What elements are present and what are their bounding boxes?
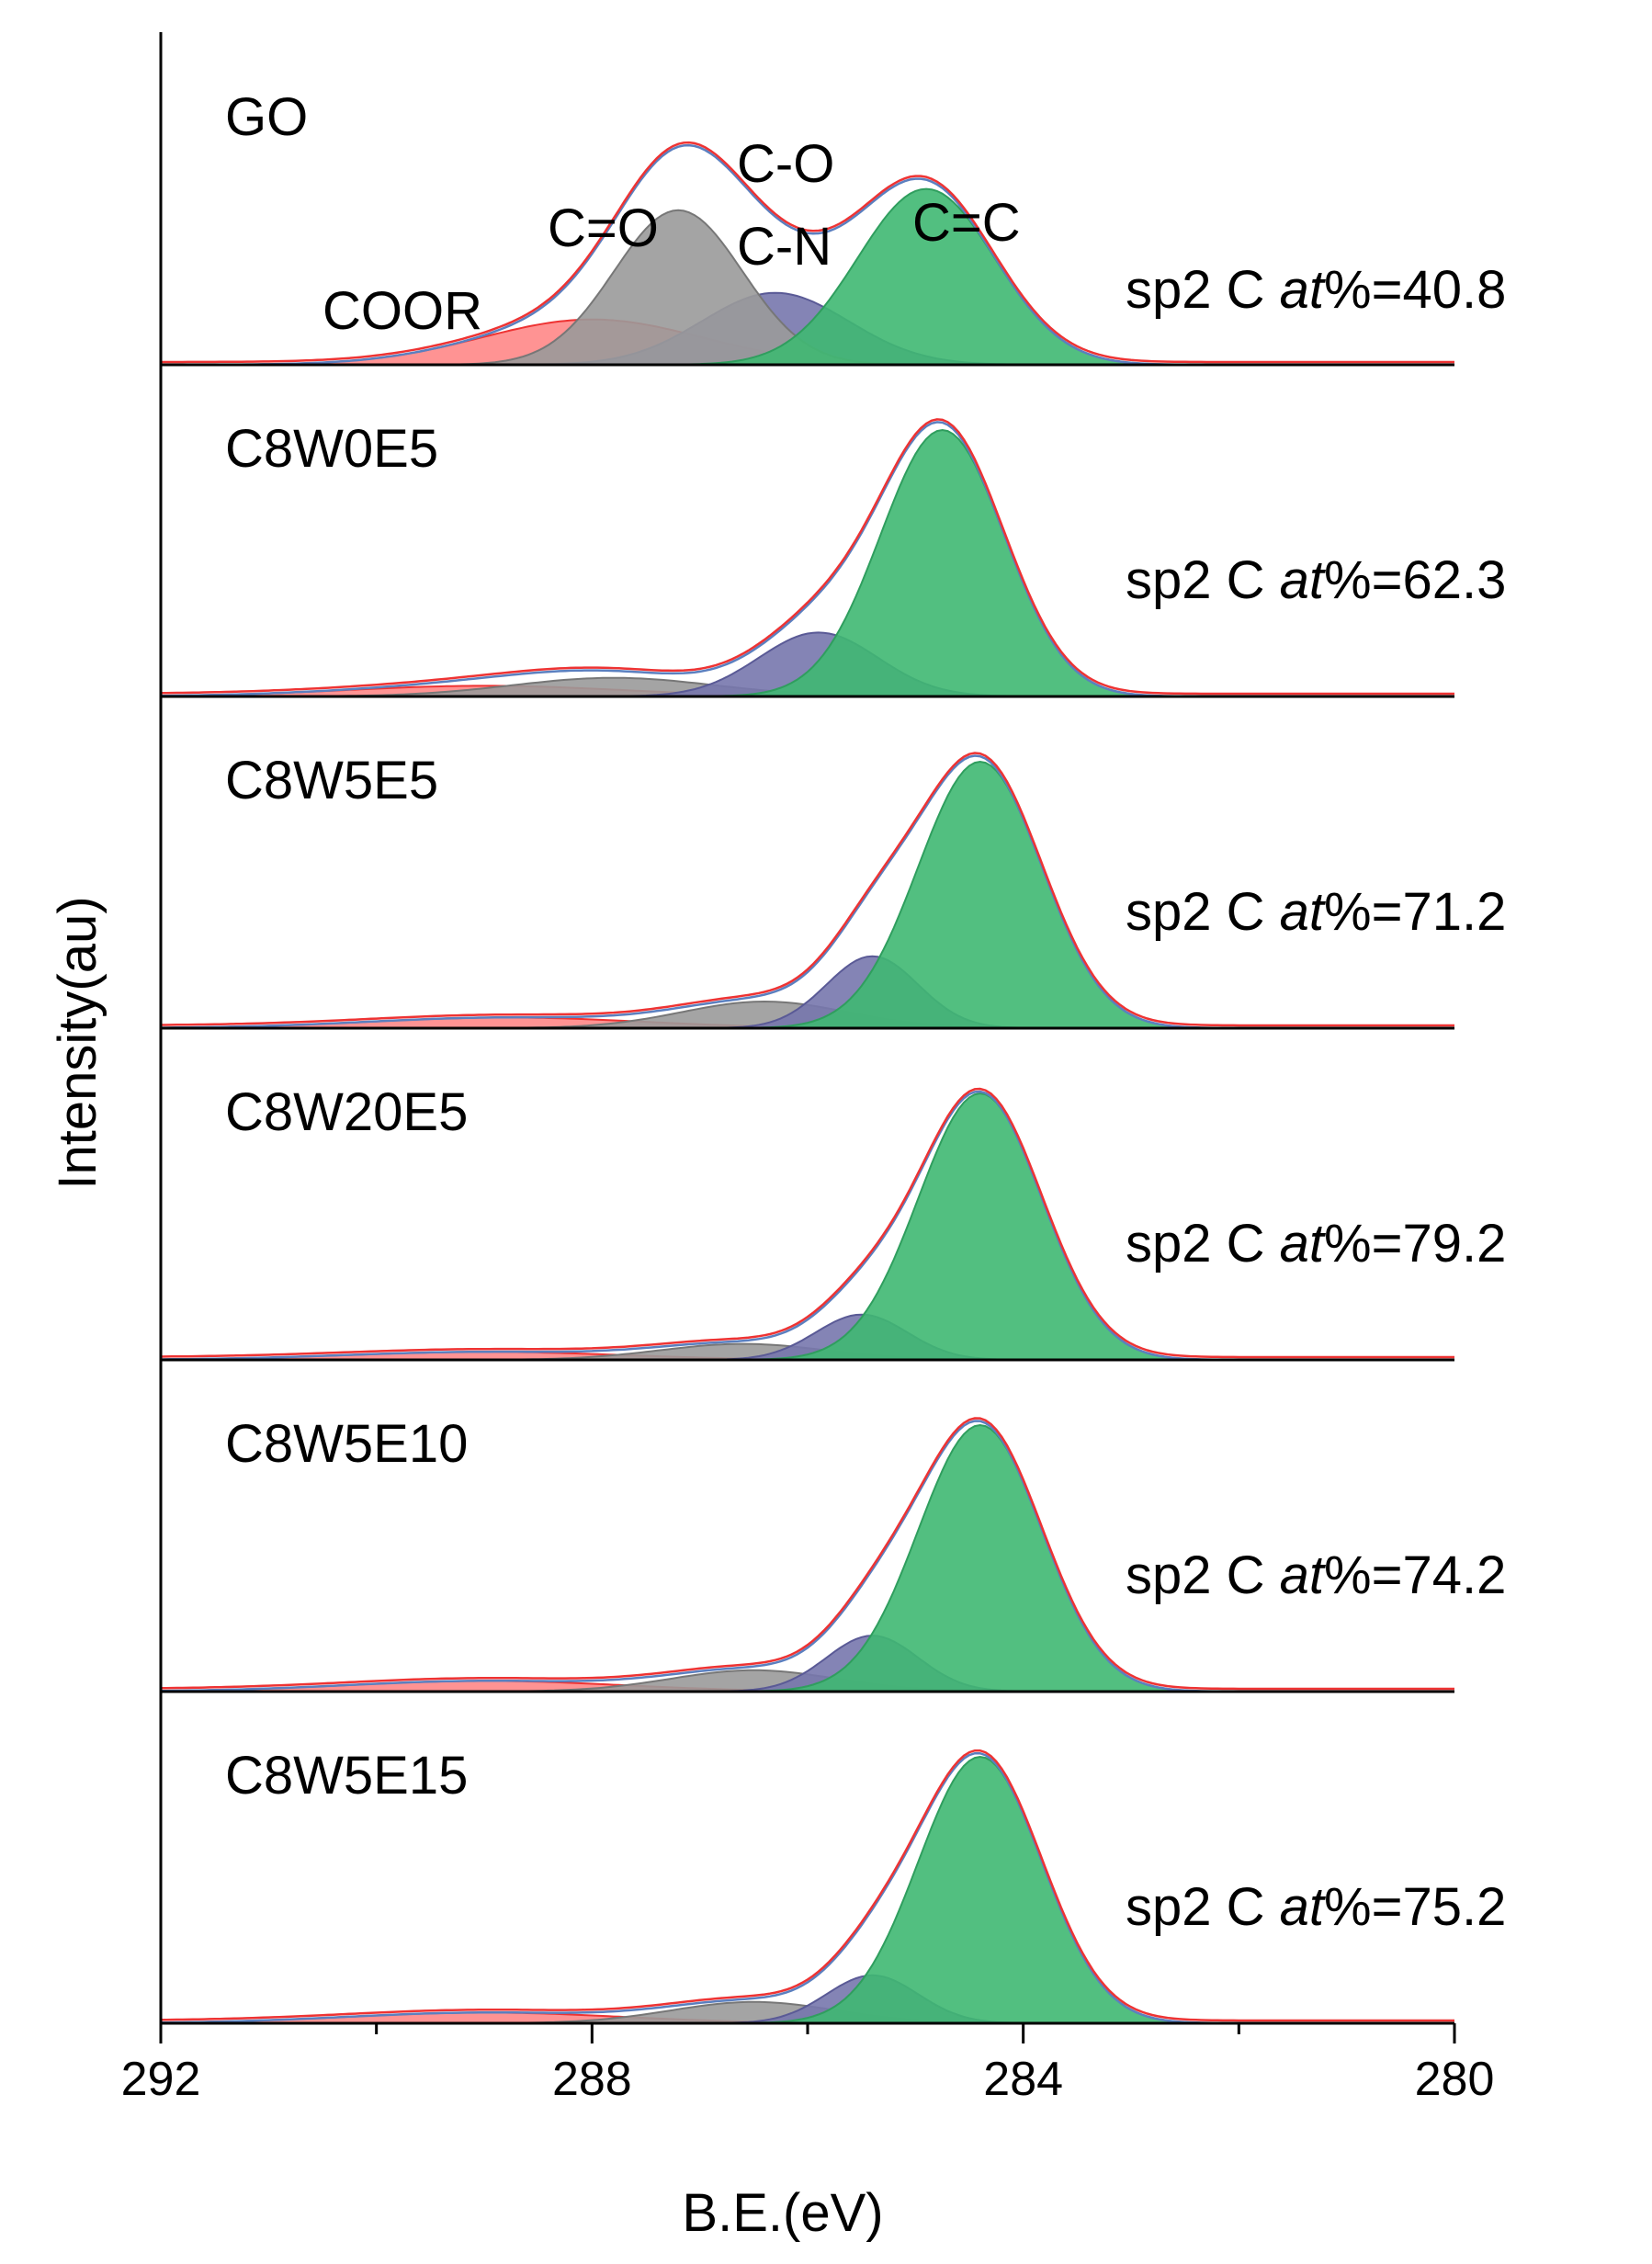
sp2-value: %=71.2	[1324, 882, 1506, 942]
sp2-annotation: sp2 C at%=75.2	[1126, 1877, 1506, 1937]
x-tick-label: 288	[552, 2053, 632, 2106]
sample-name: C8W20E5	[225, 1082, 468, 1142]
envelope-c8w5e5	[161, 752, 1454, 1027]
sp2-value: %=40.8	[1324, 260, 1506, 320]
panel-c8w5e15: C8W5E15 sp2 C at%=75.2	[160, 1746, 1506, 2025]
peak-label-c-double-o: C=O	[548, 198, 659, 258]
panel-go: GO sp2 C at%=40.8	[161, 87, 1506, 367]
panel-c8w5e5: C8W5E5 sp2 C at%=71.2	[160, 751, 1506, 1030]
axes: 292 288 284 280	[121, 32, 1495, 2106]
envelope-c8w0e5	[160, 418, 1454, 696]
panel-c8w5e10: C8W5E10 sp2 C at%=74.2	[160, 1414, 1506, 1693]
sp2-annotation: sp2 C at%=71.2	[1126, 882, 1506, 942]
envelope-go	[161, 141, 1454, 364]
sp2-annotation: sp2 C at%=79.2	[1126, 1214, 1506, 1274]
y-axis-title: Intensity(au)	[48, 896, 107, 1189]
peak-labels: COOR C=O C-O C-N C=C	[322, 134, 1021, 341]
sp2-value: %=62.3	[1324, 550, 1506, 610]
x-tick-label: 292	[121, 2053, 201, 2106]
sp2-italic: at	[1280, 1214, 1327, 1274]
sp2-value: %=75.2	[1324, 1877, 1506, 1937]
sp2-prefix: sp2 C	[1126, 1877, 1280, 1937]
x-axis-title: B.E.(eV)	[682, 2183, 883, 2243]
sp2-value: %=74.2	[1324, 1545, 1506, 1605]
sp2-prefix: sp2 C	[1126, 1545, 1280, 1605]
sp2-annotation: sp2 C at%=74.2	[1126, 1545, 1506, 1605]
sp2-prefix: sp2 C	[1126, 550, 1280, 610]
sp2-italic: at	[1280, 1877, 1327, 1937]
sp2-prefix: sp2 C	[1126, 882, 1280, 942]
sp2-annotation: sp2 C at%=40.8	[1126, 260, 1506, 320]
panel-c8w20e5: C8W20E5 sp2 C at%=79.2	[160, 1082, 1506, 1362]
peak-label-coor: COOR	[322, 281, 482, 341]
sp2-prefix: sp2 C	[1126, 1214, 1280, 1274]
envelope-c8w20e5	[160, 1087, 1454, 1359]
sp2-italic: at	[1280, 260, 1327, 320]
sp2-italic: at	[1280, 550, 1327, 610]
peak-label-c-o: C-O	[737, 134, 834, 194]
envelope-c8w5e15	[160, 1749, 1454, 2022]
sp2-prefix: sp2 C	[1126, 260, 1280, 320]
sp2-italic: at	[1280, 1545, 1327, 1605]
sp2-italic: at	[1280, 882, 1327, 942]
sp2-value: %=79.2	[1324, 1214, 1506, 1274]
sample-name: C8W5E15	[225, 1746, 468, 1806]
x-tick-label: 284	[983, 2053, 1063, 2106]
peak-label-c-n: C-N	[737, 217, 832, 277]
peak-c-o-c-n-c8w5e5	[161, 955, 1454, 1029]
panel-c8w0e5: C8W0E5 sp2 C at%=62.3	[160, 418, 1506, 698]
peak-label-c-double-c: C=C	[912, 193, 1021, 253]
x-tick-label: 280	[1415, 2053, 1495, 2106]
sample-name: C8W0E5	[225, 419, 438, 479]
sample-name: C8W5E5	[225, 751, 438, 810]
sp2-annotation: sp2 C at%=62.3	[1126, 550, 1506, 610]
sample-name: GO	[225, 87, 308, 147]
sample-name: C8W5E10	[225, 1414, 468, 1474]
envelope-c8w5e10	[160, 1417, 1454, 1691]
